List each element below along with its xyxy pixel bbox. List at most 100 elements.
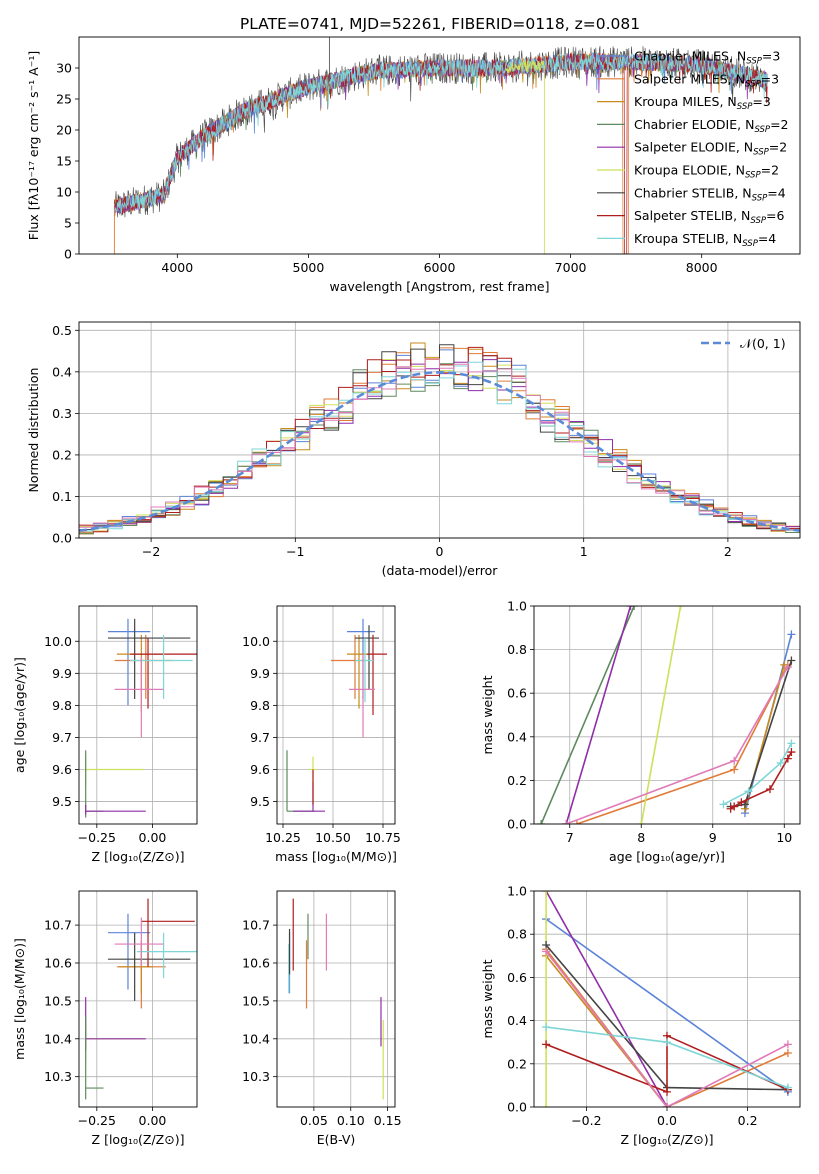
spectrum-legend: Chabrier MILES, NSSP=3 Salpeter MILES, NS… <box>597 49 789 249</box>
weight-marker <box>787 630 796 639</box>
mass-Z-ytick-label: 10.6 <box>44 956 72 971</box>
spectrum-line-kroupa-stelib <box>114 53 768 215</box>
weight-marker <box>542 1023 551 1032</box>
weight-series-kroupa-stelib <box>542 1023 792 1092</box>
errorbar-point <box>107 618 151 706</box>
weight-marker <box>637 820 646 824</box>
mass-Z-xtick-label: −0.25 <box>78 1113 116 1128</box>
weight-marker <box>719 800 728 809</box>
weight-marker <box>542 1040 551 1049</box>
errorbar-point <box>355 638 373 703</box>
mass-EBV-ytick-label: 10.6 <box>242 956 270 971</box>
spectrum-ytick-label: 25 <box>56 92 72 107</box>
weight-marker <box>542 891 551 895</box>
mass-EBV-points <box>288 898 384 1100</box>
spectrum-frame <box>78 36 801 255</box>
weight-age-xtick-label: 7 <box>566 830 574 845</box>
weight-Z-lines <box>542 891 792 1107</box>
weight-line <box>545 951 789 1107</box>
weight-Z-ylabel: mass weight <box>480 959 495 1038</box>
spectrum-ytick-label: 20 <box>56 123 72 138</box>
mass-Z-xtick-label: 0.00 <box>139 1113 167 1128</box>
weight-series-pink <box>562 663 792 824</box>
weight-series-pink <box>542 947 792 1107</box>
residuals-ytick-label: 0.4 <box>52 364 72 379</box>
errorbar-point <box>85 997 146 1051</box>
weight-series-kroupa-elodie <box>542 891 551 1107</box>
weight-marker <box>783 1083 792 1092</box>
weight-Z-ytick-label: 0.4 <box>507 1013 527 1028</box>
errorbar-point <box>114 657 164 738</box>
weight-marker <box>787 748 796 757</box>
weight-marker <box>776 758 785 767</box>
residuals-xtick-label: 1 <box>580 544 588 559</box>
weight-line <box>640 606 682 824</box>
weight-line <box>576 664 789 824</box>
spectrum-ytick-label: 15 <box>56 154 72 169</box>
residuals-xtick-label: 2 <box>724 544 732 559</box>
spectrum-xlabel: wavelength [Angstrom, rest frame] <box>329 279 549 294</box>
residuals-frame <box>78 321 801 539</box>
errorbar-point <box>107 913 151 990</box>
weight-line <box>545 891 668 1107</box>
mass-Z-ytick-label: 10.4 <box>44 1031 72 1046</box>
weight-marker <box>730 802 739 811</box>
weight-Z-ytick-label: 0.6 <box>507 970 527 985</box>
weight-age-frame <box>533 605 801 825</box>
weight-age-ylabel: mass weight <box>480 675 495 754</box>
weight-marker <box>730 756 739 765</box>
age-mass-xtick-label: 10.75 <box>365 830 401 845</box>
legend-label: Kroupa STELIB, NSSP=4 <box>634 231 776 249</box>
weight-age-ytick-label: 0.4 <box>507 729 527 744</box>
mass-Z-ylabel: mass [log₁₀(M/M⊙)] <box>12 938 27 1060</box>
residuals-axes: −2 −1 0 1 2 0.0 0.1 0.2 0.3 0.4 0.5 (data-model)/er… <box>26 322 800 578</box>
spectrum-xtick-label: 8000 <box>686 260 718 275</box>
weight-Z-frame <box>533 890 801 1108</box>
mass-EBV-xtick-label: 0.15 <box>374 1113 402 1128</box>
age-mass-ytick-label: 9.5 <box>250 794 270 809</box>
spectrum-xtick-label: 4000 <box>161 260 193 275</box>
mass-EBV-ytick-label: 10.3 <box>242 1069 270 1084</box>
age-Z-xlabel: Z [log₁₀(Z/Z⊙)] <box>92 849 185 864</box>
age-Z-ytick-label: 9.8 <box>52 698 72 713</box>
residual-hist-salpeter-stelib <box>79 346 800 533</box>
legend-label: Salpeter ELODIE, NSSP=2 <box>634 140 787 158</box>
age-mass-ytick-label: 9.6 <box>250 762 270 777</box>
residuals-ylabel: Normed distribution <box>26 368 41 493</box>
errorbar-point <box>114 917 164 967</box>
mass-Z-ytick-label: 10.7 <box>44 918 72 933</box>
mass-EBV-frame <box>276 890 396 1108</box>
mass-EBV-axes: 0.05 0.10 0.15 10.3 10.4 10.5 10.6 10.7 E(B-V) <box>242 891 402 1147</box>
residuals-ytick-label: 0.5 <box>52 323 72 338</box>
spectrum-xtick-label: 7000 <box>555 260 587 275</box>
age-Z-ytick-label: 9.5 <box>52 794 72 809</box>
weight-series-kroupa-elodie <box>637 606 685 824</box>
figure-title: PLATE=0741, MJD=52261, FIBERID=0118, z=0… <box>240 15 640 33</box>
age-mass-ytick-label: 9.8 <box>250 698 270 713</box>
weight-marker <box>737 798 746 807</box>
residuals-ytick-label: 0.3 <box>52 406 72 421</box>
weight-marker <box>542 1103 551 1107</box>
weight-line <box>540 606 635 824</box>
weight-Z-xtick-label: 0.2 <box>738 1113 758 1128</box>
weight-Z-axes: −0.2 0.0 0.2 0.0 0.2 0.4 0.6 0.8 1.0 Z [log₁₀(Z/Z… <box>480 884 800 1147</box>
errorbar-point <box>136 932 197 979</box>
legend-label: 𝒩(0, 1) <box>740 336 786 351</box>
errorbar-point <box>293 782 325 812</box>
mass-EBV-ytick-label: 10.7 <box>242 918 270 933</box>
mass-Z-axes: −0.25 0.00 10.3 10.4 10.5 10.6 10.7 Z [log₁₀(Z/… <box>12 891 197 1147</box>
spectrum-lines <box>113 37 768 254</box>
weight-age-ytick-label: 0.0 <box>507 817 527 832</box>
errorbar-point <box>85 756 144 786</box>
age-Z-ytick-label: 9.6 <box>52 762 72 777</box>
weight-marker <box>783 663 792 672</box>
legend-label: Salpeter STELIB, NSSP=6 <box>634 208 784 226</box>
weight-age-ytick-label: 1.0 <box>507 599 527 614</box>
weight-Z-xtick-label: 0.0 <box>657 1113 677 1128</box>
weight-marker <box>542 947 551 956</box>
weight-Z-xlabel: Z [log₁₀(Z/Z⊙)] <box>621 1132 714 1147</box>
mass-EBV-xlabel: E(B-V) <box>317 1132 356 1147</box>
errorbar-point <box>347 634 369 709</box>
legend-label: Chabrier MILES, NSSP=3 <box>634 49 780 67</box>
weight-series-chabrier-elodie <box>537 606 639 824</box>
